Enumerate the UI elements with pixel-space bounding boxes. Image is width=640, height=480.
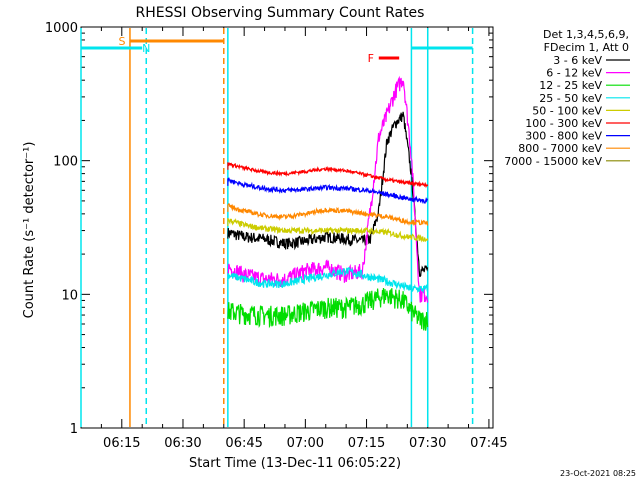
- series-line: [227, 111, 429, 277]
- y-tick-label: 1: [70, 422, 78, 437]
- series-line: [227, 287, 429, 331]
- legend-entry-label: 12 - 25 keV: [539, 79, 602, 92]
- x-tick-label: 07:45: [470, 436, 507, 451]
- x-axis-label: Start Time (13-Dec-11 06:05:22): [189, 456, 401, 471]
- plot-frame: [80, 26, 494, 429]
- y-axis-label: Count Rate (s⁻¹ detector⁻¹): [22, 142, 37, 319]
- chart-title: RHESSI Observing Summary Count Rates: [136, 5, 425, 21]
- series-line: [227, 177, 429, 204]
- legend-entry-label: 3 - 6 keV: [553, 54, 602, 67]
- legend-entry-label: 6 - 12 keV: [546, 67, 602, 80]
- x-tick-label: 06:45: [225, 436, 262, 451]
- series-line: [227, 203, 429, 226]
- annotation-label-f: F: [368, 52, 374, 65]
- legend-entry-label: 300 - 800 keV: [525, 130, 602, 143]
- series-line: [227, 267, 429, 294]
- x-tick-label: 06:15: [103, 436, 140, 451]
- legend-entry-label: 7000 - 15000 keV: [504, 155, 602, 168]
- legend-header: FDecim 1, Att 0: [544, 41, 629, 54]
- x-tick-label: 07:15: [348, 436, 385, 451]
- legend-entry-label: 800 - 7000 keV: [518, 142, 602, 155]
- legend-header: Det 1,3,4,5,6,9,: [543, 28, 629, 41]
- series-line: [227, 217, 429, 243]
- y-tick-label: 10: [61, 288, 78, 303]
- annotation-label-n: N: [142, 42, 150, 55]
- y-tick-label: 100: [53, 155, 78, 170]
- annotation-label-s: S: [118, 35, 125, 48]
- legend-entry-label: 25 - 50 keV: [539, 92, 602, 105]
- x-tick-label: 07:30: [409, 436, 446, 451]
- legend-entry-label: 100 - 300 keV: [525, 117, 602, 130]
- y-tick-label: 1000: [45, 21, 78, 36]
- series-line: [227, 162, 429, 189]
- legend-entry-label: 50 - 100 keV: [532, 104, 602, 117]
- x-tick-label: 07:00: [287, 436, 324, 451]
- footer-date: 23-Oct-2021 08:25: [560, 469, 636, 478]
- x-tick-label: 06:30: [164, 436, 201, 451]
- series-line: [227, 75, 429, 303]
